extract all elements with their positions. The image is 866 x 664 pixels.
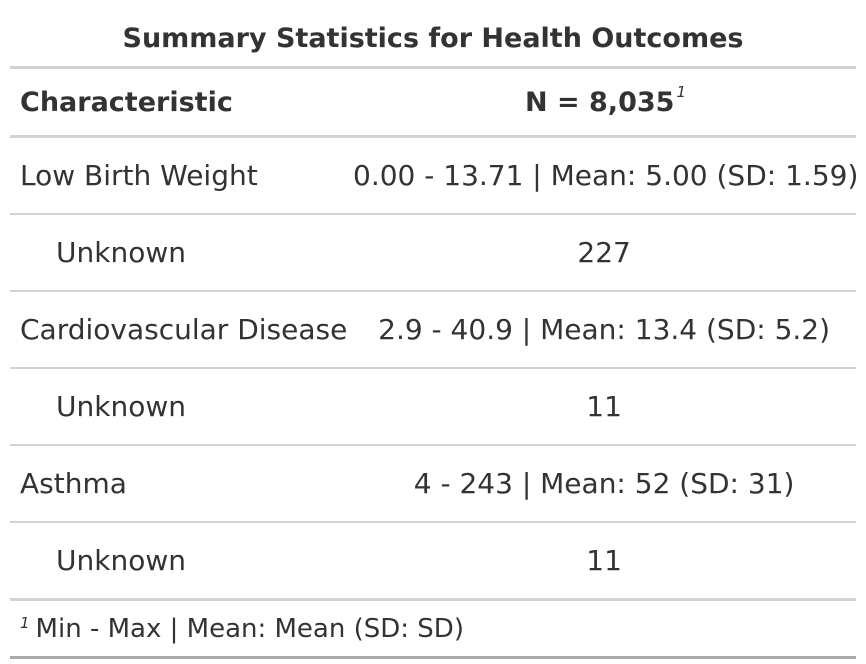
footnote-mark: 1: [20, 613, 30, 632]
table-row-cardiovascular-disease: Cardiovascular Disease 2.9 - 40.9 | Mean…: [10, 292, 856, 369]
row-value: 4 - 243 | Mean: 52 (SD: 31): [413, 467, 795, 500]
footnote-text: Min - Max | Mean: Mean (SD: SD): [35, 613, 464, 644]
row-label: Unknown: [56, 236, 186, 269]
row-label: Unknown: [56, 390, 186, 423]
row-value: 2.9 - 40.9 | Mean: 13.4 (SD: 5.2): [378, 313, 831, 346]
header-characteristic: Characteristic: [20, 86, 233, 118]
summary-table: Summary Statistics for Health Outcomes C…: [10, 0, 859, 659]
table-row-low-birth-weight: Low Birth Weight 0.00 - 13.71 | Mean: 5.…: [10, 138, 859, 215]
table-row-low-birth-weight-unknown: Unknown 227: [10, 215, 856, 292]
row-value: 11: [586, 544, 622, 577]
header-n-label: N = 8,035: [525, 86, 675, 118]
row-value: 0.00 - 13.71 | Mean: 5.00 (SD: 1.59): [353, 159, 859, 192]
table-row-asthma-unknown: Unknown 11: [10, 523, 856, 601]
row-label: Cardiovascular Disease: [20, 313, 348, 346]
row-label: Asthma: [20, 467, 127, 500]
table-header-row: Characteristic N = 8,035 1: [10, 69, 856, 138]
table-footnote: 1 Min - Max | Mean: Mean (SD: SD): [10, 601, 856, 659]
header-n-count: N = 8,035 1: [355, 83, 856, 118]
row-value: 11: [586, 390, 622, 423]
table-row-asthma: Asthma 4 - 243 | Mean: 52 (SD: 31): [10, 446, 856, 523]
table-row-cardiovascular-disease-unknown: Unknown 11: [10, 369, 856, 446]
row-value: 227: [577, 236, 631, 269]
row-label: Unknown: [56, 544, 186, 577]
row-label: Low Birth Weight: [20, 159, 258, 192]
header-footnote-mark: 1: [676, 82, 686, 101]
table-title: Summary Statistics for Health Outcomes: [10, 0, 856, 69]
